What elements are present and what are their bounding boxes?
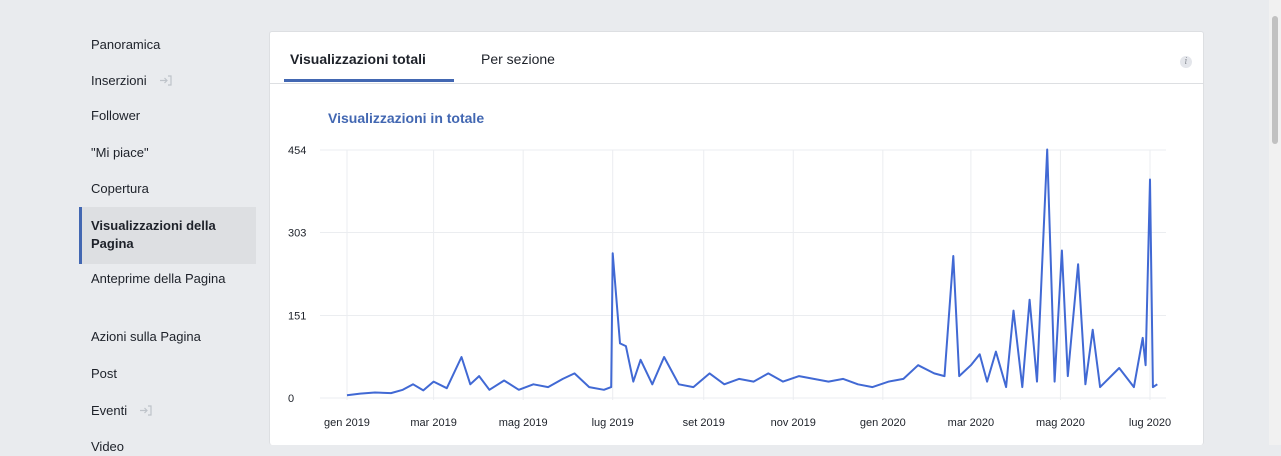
views-series-line [346,148,1158,397]
x-tick-label: lug 2020 [1129,417,1171,429]
scrollbar-thumb[interactable] [1272,16,1278,144]
sidebar-item-2[interactable]: Inserzioni [79,72,256,90]
sidebar-item-3[interactable]: Follower [79,107,256,125]
y-tick-label: 454 [288,145,306,157]
tab-bar: Visualizzazioni totali Per sezione i [270,32,1203,84]
insights-panel: Visualizzazioni totali Per sezione i Vis… [269,31,1204,445]
x-tick-label: nov 2019 [771,417,816,429]
sidebar-item-label: Eventi [91,403,128,418]
sidebar-item-label: Video [91,439,125,454]
tab-total-views[interactable]: Visualizzazioni totali [290,51,426,67]
sidebar-item-4[interactable]: "Mi piace" [79,144,256,162]
info-icon[interactable]: i [1180,56,1192,68]
sidebar-item-label: Panoramica [91,37,161,52]
y-tick-label: 303 [288,227,306,239]
sidebar-item-label: Copertura [91,181,149,196]
x-tick-label: set 2019 [683,417,725,429]
x-tick-label: mag 2020 [1036,417,1085,429]
sidebar-item-label: Anteprime della Pagina [91,271,226,286]
sidebar-item-7[interactable]: Anteprime della Pagina [79,270,256,288]
sidebar-item-6[interactable]: Visualizzazioni della Pagina [79,207,256,264]
sidebar-item-label: Azioni sulla Pagina [91,329,201,344]
promote-icon [139,403,152,416]
views-line-chart: 0 151 303 454 gen 2019 mar 2019 mag 2019 lug 20… [288,145,1171,429]
sidebar-item-label: "Mi piace" [91,145,149,160]
sidebar-item-11[interactable]: Video [79,438,256,456]
sidebar-item-1[interactable]: Panoramica [79,36,256,54]
sidebar-item-9[interactable]: Post [79,365,256,383]
x-tick-label: lug 2019 [592,417,634,429]
sidebar-item-label: Inserzioni [91,73,147,88]
promote-icon [159,73,172,86]
sidebar-item-8[interactable]: Azioni sulla Pagina [79,328,256,346]
y-tick-label: 0 [288,393,294,405]
page-scrollbar[interactable] [1269,0,1281,445]
sidebar-item-5[interactable]: Copertura [79,180,256,198]
sidebar-item-label: Follower [91,108,141,123]
x-tick-label: gen 2019 [324,417,370,429]
chart-title: Visualizzazioni in totale [328,110,485,126]
sidebar-item-label: Post [91,366,118,381]
x-tick-label: gen 2020 [860,417,906,429]
sidebar-item-label: Visualizzazioni della Pagina [91,218,216,251]
sidebar-item-10[interactable]: Eventi [79,402,256,420]
x-tick-label: mag 2019 [499,417,548,429]
x-tick-label: mar 2020 [948,417,994,429]
active-tab-underline [284,79,454,82]
x-tick-label: mar 2019 [410,417,456,429]
tab-by-section[interactable]: Per sezione [481,51,555,67]
y-tick-label: 151 [288,311,306,323]
